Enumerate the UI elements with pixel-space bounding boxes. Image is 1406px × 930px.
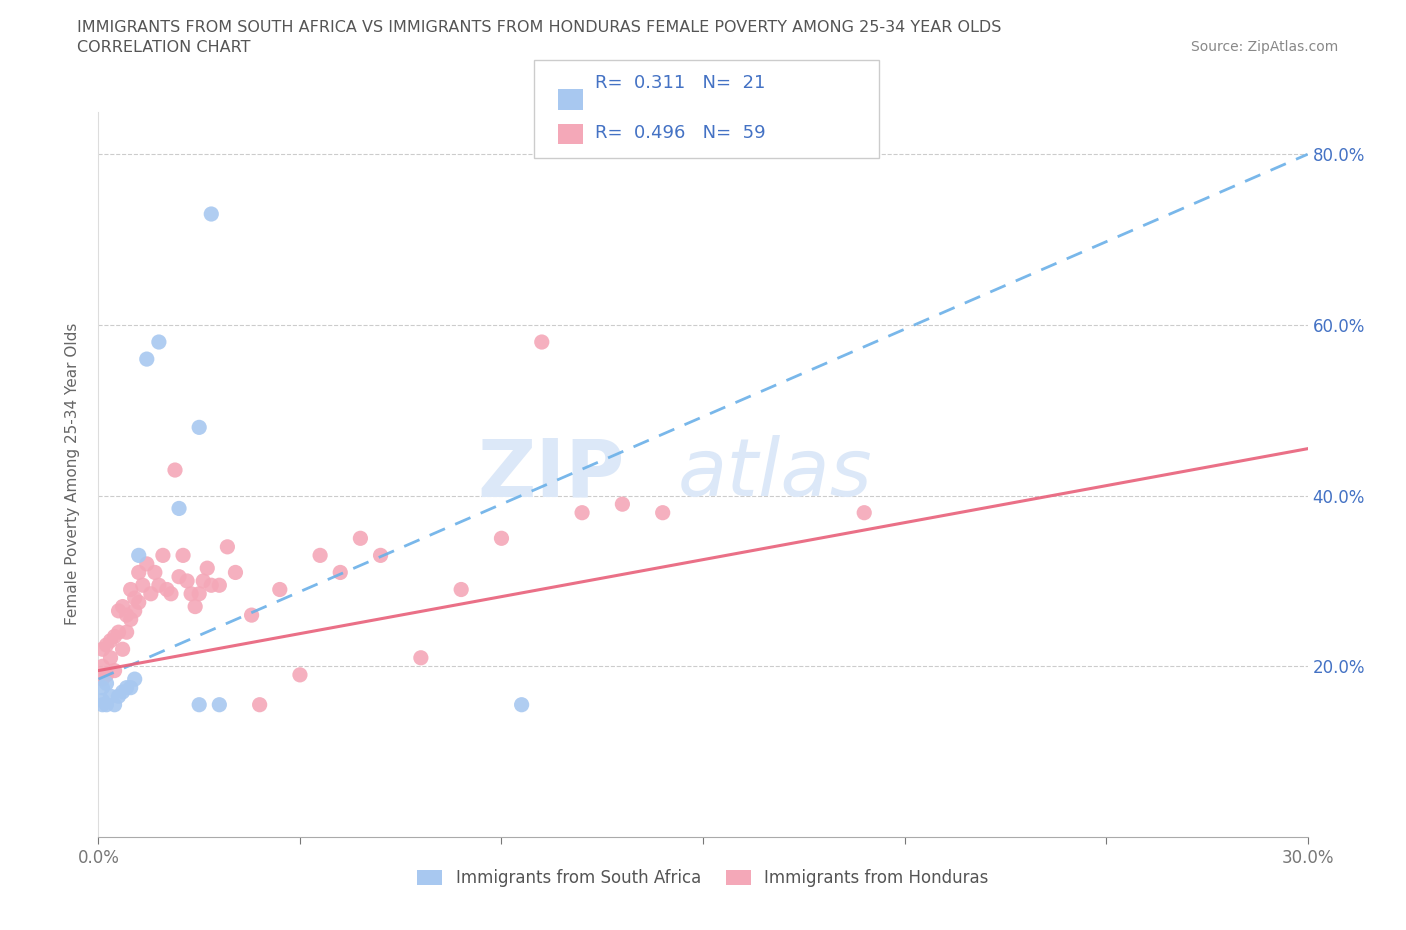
Point [148,578,170,592]
Point [269,582,291,597]
Point [120,680,142,695]
Point [329,565,352,580]
Point [91,671,114,686]
Point [167,501,190,516]
Point [510,698,533,712]
Point [193,574,215,589]
Point [111,684,134,699]
Point [100,689,122,704]
Point [96,668,118,683]
Point [651,505,673,520]
Point [288,668,311,683]
Point [107,689,129,704]
Point [349,531,371,546]
Point [309,548,332,563]
Point [853,505,876,520]
Legend: Immigrants from South Africa, Immigrants from Honduras: Immigrants from South Africa, Immigrants… [411,863,995,894]
Text: CORRELATION CHART: CORRELATION CHART [77,40,250,55]
Point [188,420,211,435]
Point [107,604,129,618]
Point [188,698,211,712]
Point [160,586,183,601]
Point [96,698,118,712]
Point [176,574,198,589]
Point [96,638,118,653]
Point [91,680,114,695]
Point [240,607,263,622]
Point [156,582,179,597]
Point [224,565,246,580]
Point [163,462,186,477]
Point [100,633,122,648]
Point [148,335,170,350]
Point [91,698,114,712]
Point [208,698,231,712]
Point [100,650,122,665]
Point [135,556,157,571]
Point [409,650,432,665]
Point [143,565,166,580]
Y-axis label: Female Poverty Among 25-34 Year Olds: Female Poverty Among 25-34 Year Olds [65,323,80,626]
Text: ZIP: ZIP [477,435,624,513]
Point [491,531,513,546]
Point [200,578,222,592]
Point [128,595,150,610]
Point [370,548,392,563]
Point [450,582,472,597]
Text: Source: ZipAtlas.com: Source: ZipAtlas.com [1191,40,1339,54]
Point [200,206,222,221]
Point [128,548,150,563]
Point [91,693,114,708]
Point [184,599,207,614]
Text: atlas: atlas [678,435,873,513]
Text: R=  0.496   N=  59: R= 0.496 N= 59 [595,124,765,142]
Point [111,642,134,657]
Point [91,642,114,657]
Point [530,335,553,350]
Point [124,604,146,618]
Point [120,612,142,627]
Point [103,629,125,644]
Point [571,505,593,520]
Point [107,625,129,640]
Point [124,591,146,605]
Point [180,586,202,601]
Point [188,586,211,601]
Point [195,561,218,576]
Point [135,352,157,366]
Text: R=  0.311   N=  21: R= 0.311 N= 21 [595,74,765,92]
Point [167,569,190,584]
Point [103,698,125,712]
Point [91,658,114,673]
Point [115,680,138,695]
Point [208,578,231,592]
Point [217,539,239,554]
Point [103,663,125,678]
Point [96,676,118,691]
Point [120,582,142,597]
Point [249,698,271,712]
Point [115,625,138,640]
Point [132,578,155,592]
Point [111,599,134,614]
Point [128,565,150,580]
Point [115,607,138,622]
Point [172,548,194,563]
Point [612,497,634,512]
Point [139,586,162,601]
Text: IMMIGRANTS FROM SOUTH AFRICA VS IMMIGRANTS FROM HONDURAS FEMALE POVERTY AMONG 25: IMMIGRANTS FROM SOUTH AFRICA VS IMMIGRAN… [77,20,1001,35]
Point [124,671,146,686]
Point [152,548,174,563]
